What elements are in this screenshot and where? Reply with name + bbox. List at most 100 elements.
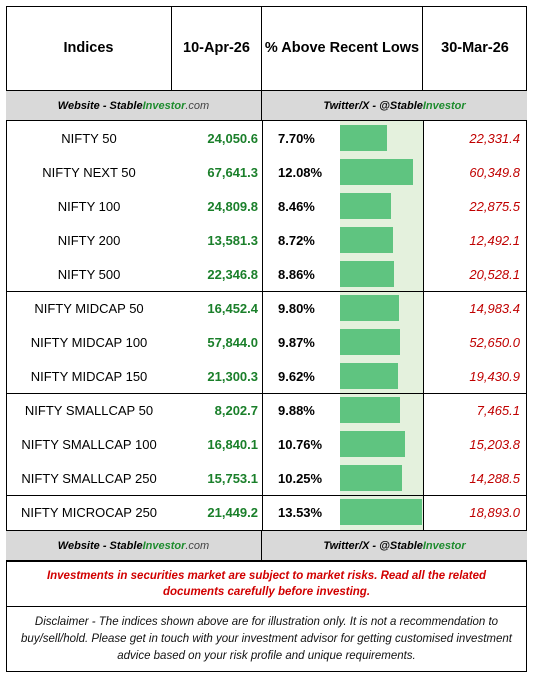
index-name: NIFTY 100 xyxy=(57,198,121,214)
pct-above-lows: 8.46% xyxy=(278,198,315,214)
risk-notice: Investments in securities market are sub… xyxy=(6,561,527,606)
twitter-credit: Twitter/X - @Stable Investor xyxy=(262,91,527,120)
prior-value: 12,492.1 xyxy=(469,232,520,248)
pct-bar xyxy=(340,363,398,389)
table-header: Indices 10-Apr-26 % Above Recent Lows 30… xyxy=(6,6,527,90)
index-name: NIFTY 500 xyxy=(57,266,121,282)
pct-above-lows: 8.72% xyxy=(278,232,315,248)
prior-value: 18,893.0 xyxy=(469,504,520,520)
twitter-brand: Investor xyxy=(422,99,466,112)
prior-value: 14,983.4 xyxy=(469,300,520,316)
prior-value: 19,430.9 xyxy=(469,368,520,384)
table-row: NIFTY MIDCAP 50 16,452.4 9.80% 14,983.4 xyxy=(6,291,527,325)
pct-above-lows: 9.80% xyxy=(278,300,315,316)
current-value: 21,300.3 xyxy=(207,368,258,384)
pct-bar xyxy=(340,261,394,287)
pct-above-lows: 9.88% xyxy=(278,402,315,418)
twitter-prefix: Twitter/X - @Stable xyxy=(323,539,423,552)
table-row: NIFTY 500 22,346.8 8.86% 20,528.1 xyxy=(6,257,527,291)
pct-bar xyxy=(340,465,402,491)
current-value: 67,641.3 xyxy=(207,164,258,180)
twitter-prefix: Twitter/X - @Stable xyxy=(323,99,423,112)
website-suffix: .com xyxy=(185,99,210,112)
bar-column-background xyxy=(340,121,423,530)
pct-above-lows: 9.87% xyxy=(278,334,315,350)
header-current-date: 10-Apr-26 xyxy=(172,6,262,90)
index-name: NIFTY MIDCAP 50 xyxy=(34,300,144,316)
column-separator xyxy=(262,121,263,530)
table-row: NIFTY SMALLCAP 100 16,840.1 10.76% 15,203.8 xyxy=(6,427,527,461)
table-row: NIFTY SMALLCAP 250 15,753.1 10.25% 14,288.5 xyxy=(6,461,527,495)
index-name: NIFTY SMALLCAP 250 xyxy=(21,470,157,486)
index-table-body: NIFTY 50 24,050.6 7.70% 22,331.4 NIFTY NEXT … xyxy=(6,121,527,530)
pct-bar xyxy=(340,329,400,355)
current-value: 24,050.6 xyxy=(207,130,258,146)
current-value: 13,581.3 xyxy=(207,232,258,248)
prior-value: 15,203.8 xyxy=(469,436,520,452)
current-value: 8,202.7 xyxy=(214,402,258,418)
current-value: 15,753.1 xyxy=(207,470,258,486)
website-prefix: Website - Stable xyxy=(57,539,143,552)
pct-above-lows: 13.53% xyxy=(278,504,323,520)
table-row: NIFTY SMALLCAP 50 8,202.7 9.88% 7,465.1 xyxy=(6,393,527,427)
prior-value: 22,875.5 xyxy=(469,198,520,214)
pct-bar xyxy=(340,193,391,219)
group-divider xyxy=(6,495,527,496)
table-row: NIFTY 50 24,050.6 7.70% 22,331.4 xyxy=(6,121,527,155)
current-value: 22,346.8 xyxy=(207,266,258,282)
pct-above-lows: 7.70% xyxy=(278,130,315,146)
header-indices: Indices xyxy=(6,6,172,90)
index-name: NIFTY 200 xyxy=(57,232,121,248)
pct-bar xyxy=(340,159,413,185)
twitter-credit: Twitter/X - @Stable Investor xyxy=(262,531,527,560)
pct-bar xyxy=(340,397,400,423)
pct-above-lows: 12.08% xyxy=(278,164,323,180)
header-pct-above-lows: % Above Recent Lows xyxy=(262,6,423,90)
prior-value: 60,349.8 xyxy=(469,164,520,180)
table-row: NIFTY 100 24,809.8 8.46% 22,875.5 xyxy=(6,189,527,223)
group-divider xyxy=(6,291,527,292)
prior-value: 7,465.1 xyxy=(476,402,520,418)
header-prior-date: 30-Mar-26 xyxy=(441,40,509,56)
pct-above-lows: 9.62% xyxy=(278,368,315,384)
website-credit: Website - Stable Investor .com xyxy=(6,531,262,560)
pct-bar xyxy=(340,295,399,321)
index-name: NIFTY SMALLCAP 100 xyxy=(21,436,157,452)
brand-band-top: Website - Stable Investor .com Twitter/X … xyxy=(6,90,527,121)
prior-value: 22,331.4 xyxy=(469,130,520,146)
pct-above-lows: 10.25% xyxy=(278,470,323,486)
disclaimer-text: Disclaimer - The indices shown above are… xyxy=(6,606,527,672)
column-separator xyxy=(423,121,424,530)
index-name: NIFTY NEXT 50 xyxy=(42,164,136,180)
index-name: NIFTY 50 xyxy=(61,130,117,146)
table-row: NIFTY MIDCAP 150 21,300.3 9.62% 19,430.9 xyxy=(6,359,527,393)
website-credit: Website - Stable Investor .com xyxy=(6,91,262,120)
pct-bar xyxy=(340,499,422,525)
twitter-brand: Investor xyxy=(422,539,466,552)
current-value: 16,452.4 xyxy=(207,300,258,316)
brand-band-bottom: Website - Stable Investor .com Twitter/X … xyxy=(6,530,527,561)
table-row: NIFTY MIDCAP 100 57,844.0 9.87% 52,650.0 xyxy=(6,325,527,359)
prior-value: 52,650.0 xyxy=(469,334,520,350)
table-frame xyxy=(6,6,527,672)
website-brand: Investor xyxy=(142,99,186,112)
prior-value: 14,288.5 xyxy=(469,470,520,486)
index-name: NIFTY MICROCAP 250 xyxy=(20,504,158,520)
pct-above-lows: 8.86% xyxy=(278,266,315,282)
current-value: 16,840.1 xyxy=(207,436,258,452)
pct-bar xyxy=(340,227,393,253)
pct-bar xyxy=(340,431,405,457)
current-value: 21,449.2 xyxy=(207,504,258,520)
pct-bar xyxy=(340,125,387,151)
website-brand: Investor xyxy=(142,539,186,552)
index-name: NIFTY MIDCAP 100 xyxy=(30,334,148,350)
prior-value: 20,528.1 xyxy=(469,266,520,282)
group-divider xyxy=(6,393,527,394)
index-name: NIFTY MIDCAP 150 xyxy=(30,368,148,384)
table-row: NIFTY 200 13,581.3 8.72% 12,492.1 xyxy=(6,223,527,257)
current-value: 57,844.0 xyxy=(207,334,258,350)
table-row: NIFTY MICROCAP 250 21,449.2 13.53% 18,893.0 xyxy=(6,495,527,529)
current-value: 24,809.8 xyxy=(207,198,258,214)
table-row: NIFTY NEXT 50 67,641.3 12.08% 60,349.8 xyxy=(6,155,527,189)
index-name: NIFTY SMALLCAP 50 xyxy=(24,402,154,418)
